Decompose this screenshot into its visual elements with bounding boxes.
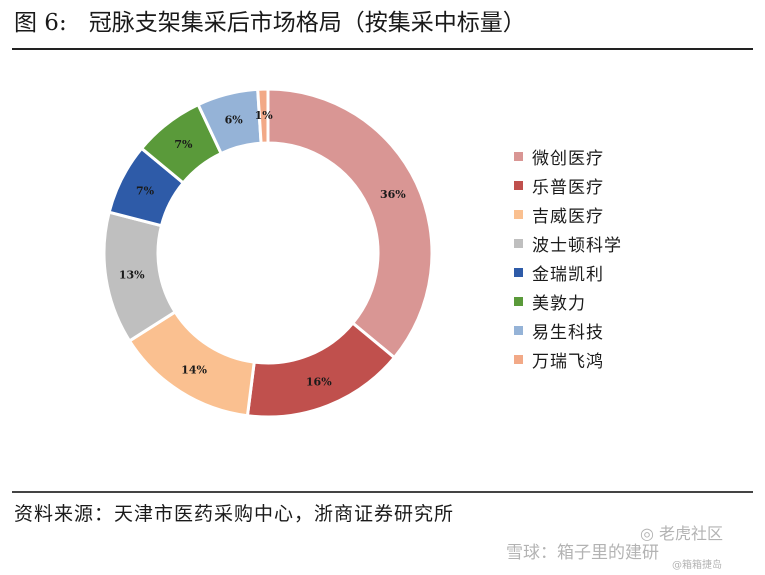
legend-label: 波士顿科学 bbox=[532, 236, 622, 256]
data-label-6: 7% bbox=[174, 138, 193, 151]
legend-item: 万瑞飞鸿 bbox=[514, 345, 622, 374]
legend-label: 乐普医疗 bbox=[532, 178, 604, 198]
legend-label: 吉威医疗 bbox=[532, 207, 604, 227]
chart-legend: 微创医疗乐普医疗吉威医疗波士顿科学金瑞凯利美敦力易生科技万瑞飞鸿 bbox=[514, 142, 622, 374]
donut-chart: 36% 16% 14% 13% 7% 7% 6% 1% bbox=[102, 87, 434, 419]
donut-slice-1 bbox=[266, 87, 434, 360]
data-label-7: 6% bbox=[225, 113, 244, 126]
watermark-handle: @箱箱捷岛 bbox=[672, 560, 722, 571]
legend-item: 吉威医疗 bbox=[514, 200, 622, 229]
legend-label: 易生科技 bbox=[532, 323, 604, 343]
legend-item: 金瑞凯利 bbox=[514, 258, 622, 287]
legend-swatch bbox=[514, 239, 523, 248]
legend-swatch bbox=[514, 210, 523, 219]
legend-swatch bbox=[514, 326, 523, 335]
bottom-rule bbox=[12, 491, 753, 493]
data-label-1: 36% bbox=[380, 188, 406, 201]
legend-item: 微创医疗 bbox=[514, 142, 622, 171]
legend-item: 美敦力 bbox=[514, 287, 622, 316]
legend-swatch bbox=[514, 268, 523, 277]
source-note: 资料来源：天津市医药采购中心，浙商证券研究所 bbox=[14, 503, 455, 525]
legend-swatch bbox=[514, 152, 523, 161]
legend-item: 易生科技 bbox=[514, 316, 622, 345]
figure-title: 图 6: 冠脉支架集采后市场格局（按集采中标量） bbox=[14, 6, 526, 40]
legend-swatch bbox=[514, 181, 523, 190]
top-rule bbox=[12, 48, 753, 50]
legend-item: 乐普医疗 bbox=[514, 171, 622, 200]
chart-title: 冠脉支架集采后市场格局（按集采中标量） bbox=[88, 10, 526, 36]
legend-label: 万瑞飞鸿 bbox=[532, 352, 604, 372]
data-label-2: 16% bbox=[306, 375, 332, 388]
data-label-5: 7% bbox=[136, 184, 155, 197]
watermark-community: ◎ 老虎社区 bbox=[640, 524, 724, 543]
data-label-4: 13% bbox=[119, 269, 145, 282]
legend-swatch bbox=[514, 297, 523, 306]
data-label-8: 1% bbox=[255, 109, 274, 122]
legend-label: 美敦力 bbox=[532, 294, 586, 314]
donut-slice-8 bbox=[256, 87, 270, 145]
legend-swatch bbox=[514, 355, 523, 364]
legend-item: 波士顿科学 bbox=[514, 229, 622, 258]
data-label-3: 14% bbox=[181, 364, 207, 377]
legend-label: 金瑞凯利 bbox=[532, 265, 604, 285]
watermark-xueqiu: 雪球：箱子里的建研 bbox=[506, 543, 659, 563]
legend-label: 微创医疗 bbox=[532, 149, 604, 169]
figure-number: 图 6: bbox=[14, 10, 67, 36]
